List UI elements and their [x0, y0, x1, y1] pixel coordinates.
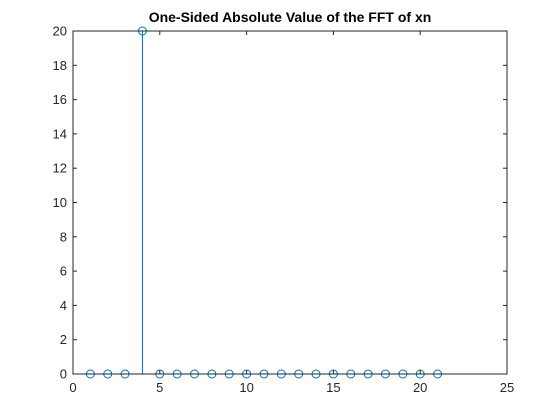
y-tick-label: 2: [60, 332, 67, 347]
y-tick-label: 0: [60, 367, 67, 382]
x-tick-label: 20: [413, 380, 427, 395]
y-tick-label: 4: [60, 298, 67, 313]
y-tick-label: 14: [53, 126, 67, 141]
chart-title: One-Sided Absolute Value of the FFT of x…: [149, 9, 432, 25]
x-tick-label: 0: [69, 380, 76, 395]
axes-box: [72, 30, 508, 375]
x-tick-label: 5: [156, 380, 163, 395]
y-tick-label: 20: [53, 24, 67, 39]
y-tick-label: 18: [53, 58, 67, 73]
y-tick-label: 8: [60, 229, 67, 244]
x-tick-label: 25: [500, 380, 514, 395]
y-tick-label: 16: [53, 92, 67, 107]
x-tick-label: 15: [326, 380, 340, 395]
x-tick-label: 10: [239, 380, 253, 395]
axis-ticks: 0 5 10 15 20 25 0 2 4 6 8 10 12 14 16 18 20: [53, 24, 515, 396]
y-tick-label: 12: [53, 161, 67, 176]
stem-series: [85, 26, 443, 379]
y-tick-label: 6: [60, 264, 67, 279]
y-tick-label: 10: [53, 195, 67, 210]
